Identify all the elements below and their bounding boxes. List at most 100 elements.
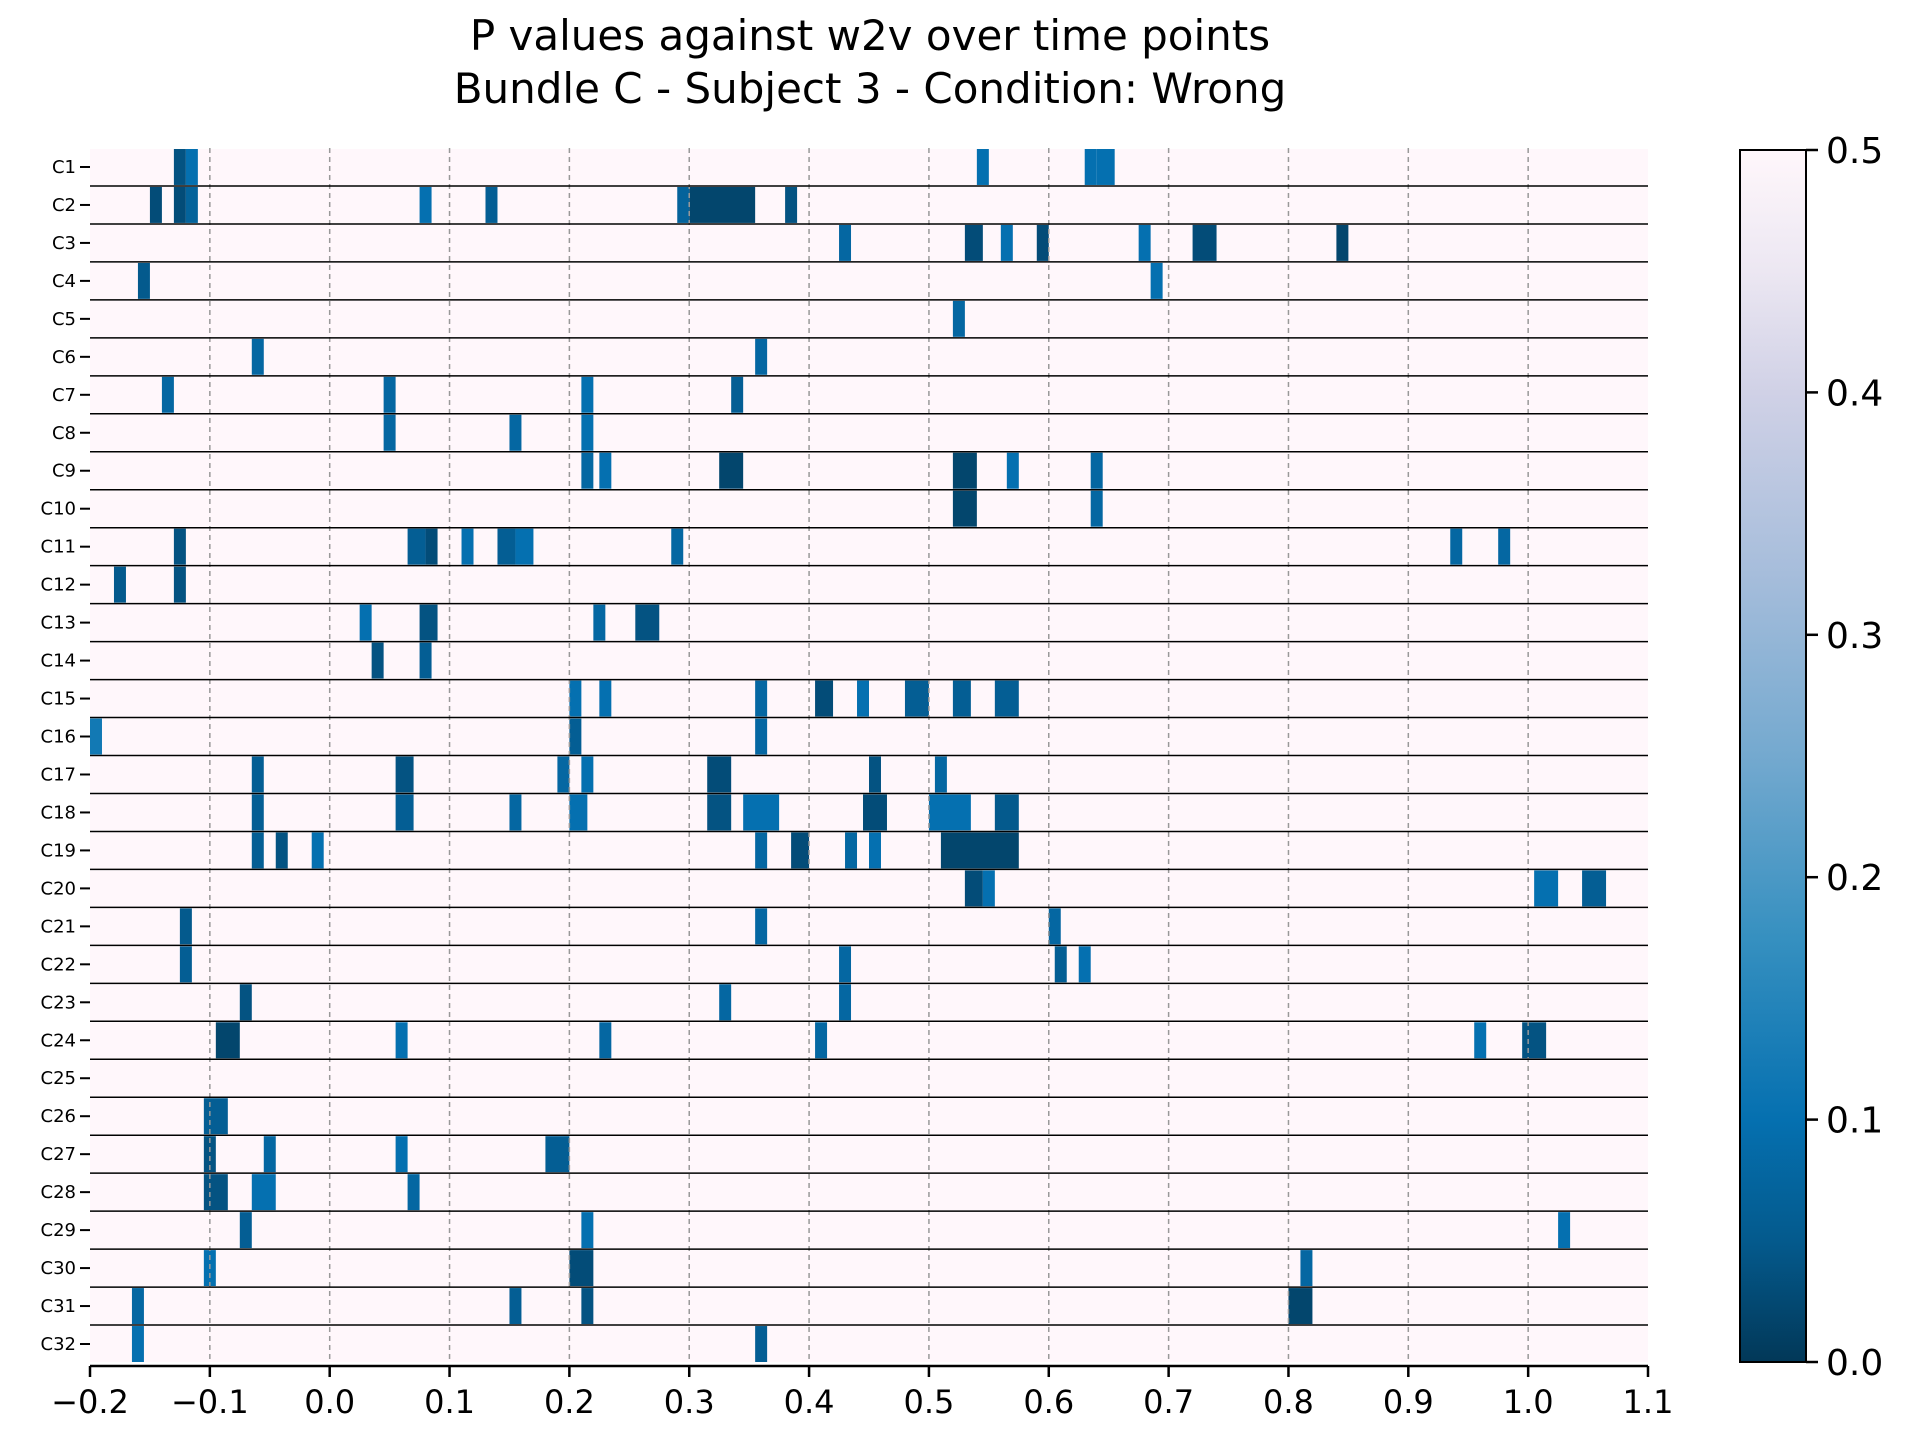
heatmap-cell — [383, 376, 396, 413]
heatmap-cell — [707, 756, 732, 793]
heatmap-cell — [904, 680, 929, 717]
row-label: C15 — [41, 689, 76, 710]
heatmap-cell — [185, 186, 198, 223]
heatmap-cell — [185, 149, 198, 185]
heatmap-cell — [113, 566, 126, 603]
heatmap-cell — [719, 984, 732, 1021]
heatmap-cell — [311, 832, 324, 869]
heatmap-row-background — [90, 1212, 1648, 1249]
heatmap-cell — [1450, 528, 1463, 565]
row-label: C6 — [52, 347, 76, 368]
row-label: C1 — [52, 157, 76, 178]
row-label: C19 — [41, 840, 76, 861]
heatmap-row-background — [90, 490, 1648, 527]
heatmap-cell — [755, 718, 768, 755]
row-label: C32 — [41, 1334, 76, 1355]
x-tick-label: 0.6 — [1023, 1383, 1074, 1421]
heatmap-plot-area: C1 C2 C3 C4 C5 C6 C7 C8 C9 C10 C11 C12 C13 C14 C15 C16 C… — [41, 148, 1674, 1421]
heatmap-cell — [815, 1022, 828, 1059]
colorbar: 0.0 0.1 0.2 0.3 0.4 0.5 — [1739, 131, 1883, 1384]
heatmap-cell — [599, 680, 612, 717]
x-tick-label: 1.1 — [1623, 1383, 1674, 1421]
heatmap-row-background — [90, 376, 1648, 413]
row-label: C26 — [41, 1106, 76, 1127]
heatmap-cell — [581, 376, 594, 413]
colorbar-tick-label: 0.3 — [1826, 616, 1883, 657]
heatmap-cell — [863, 794, 887, 831]
heatmap-cell — [251, 794, 264, 831]
heatmap-cell — [581, 1288, 594, 1325]
heatmap-cell — [1498, 528, 1511, 565]
colorbar-gradient — [1739, 149, 1807, 1363]
heatmap-cell — [755, 338, 768, 375]
heatmap-cell — [593, 604, 606, 641]
heatmap-row-background — [90, 642, 1648, 679]
heatmap-cell — [395, 756, 414, 793]
heatmap-cell — [251, 832, 264, 869]
row-label: C8 — [52, 423, 76, 444]
heatmap-cell — [1000, 224, 1013, 261]
heatmap-row-background — [90, 718, 1648, 755]
heatmap-cell — [839, 946, 852, 983]
heatmap-cell — [173, 528, 186, 565]
row-label: C31 — [41, 1296, 76, 1317]
heatmap-row-background — [90, 338, 1648, 375]
heatmap-cell — [791, 832, 810, 869]
heatmap-cell — [731, 376, 744, 413]
heatmap-cell — [599, 452, 612, 489]
x-tick-label: 1.0 — [1503, 1383, 1554, 1421]
heatmap-cell — [419, 604, 438, 641]
heatmap-cell — [1138, 224, 1151, 261]
heatmap-cell — [964, 870, 983, 907]
heatmap-cell — [964, 224, 983, 261]
row-label: C22 — [41, 954, 76, 975]
heatmap-cell — [1534, 870, 1559, 907]
heatmap-row-background — [90, 1174, 1648, 1211]
row-label: C5 — [52, 309, 76, 330]
row-label: C2 — [52, 195, 76, 216]
heatmap-cell — [1582, 870, 1607, 907]
row-label: C28 — [41, 1182, 76, 1203]
colorbar-tick-label: 0.4 — [1826, 373, 1883, 414]
row-label: C10 — [41, 499, 76, 520]
heatmap-cell — [497, 528, 516, 565]
row-label: C29 — [41, 1220, 76, 1241]
row-label: C23 — [41, 992, 76, 1013]
heatmap-cell — [239, 1212, 252, 1249]
heatmap-cell — [677, 186, 690, 223]
heatmap-cell — [1300, 1250, 1313, 1287]
heatmap-cell — [179, 946, 192, 983]
heatmap-row-background — [90, 1250, 1648, 1287]
heatmap-cell — [1036, 224, 1049, 261]
heatmap-cell — [689, 186, 756, 223]
heatmap-cell — [251, 338, 264, 375]
heatmap-cell — [173, 566, 186, 603]
heatmap-cell — [599, 1022, 612, 1059]
heatmap-cell — [755, 908, 768, 945]
heatmap-row-background — [90, 984, 1648, 1021]
row-label: C3 — [52, 233, 76, 254]
heatmap-cell — [952, 680, 971, 717]
heatmap-cell — [569, 794, 588, 831]
heatmap-cell — [395, 1136, 408, 1173]
row-label: C24 — [41, 1030, 76, 1051]
heatmap-cell — [131, 1288, 144, 1325]
x-tick-label: 0.5 — [903, 1383, 954, 1421]
heatmap-cell — [869, 756, 881, 793]
x-tick-label: 0.7 — [1143, 1383, 1194, 1421]
heatmap-row-background — [90, 149, 1648, 185]
heatmap-cell — [952, 300, 965, 337]
heatmap-cell — [1150, 262, 1163, 299]
heatmap-cell — [131, 1326, 144, 1362]
row-label: C21 — [41, 916, 76, 937]
colorbar-tick-label: 0.0 — [1826, 1343, 1883, 1384]
heatmap-cell — [671, 528, 684, 565]
heatmap-cell — [857, 680, 869, 717]
heatmap-cell — [952, 490, 977, 527]
heatmap-cell — [928, 794, 971, 831]
heatmap-cell — [581, 1212, 594, 1249]
heatmap-cell — [203, 1098, 228, 1135]
heatmap-cell — [179, 908, 192, 945]
heatmap-cell — [275, 832, 288, 869]
